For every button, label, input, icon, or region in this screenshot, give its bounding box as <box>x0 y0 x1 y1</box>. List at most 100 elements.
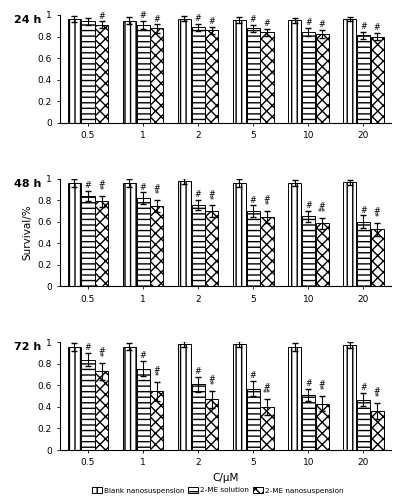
Text: #: # <box>208 16 215 26</box>
Bar <box>316 34 328 122</box>
Bar <box>357 36 370 122</box>
Bar <box>247 388 260 450</box>
Bar <box>288 20 301 122</box>
Bar <box>233 20 246 122</box>
Bar <box>371 36 384 122</box>
Text: *: * <box>375 212 379 222</box>
Legend: Blank nanosuspension, 2-ME solution, 2-ME nanosuspension: Blank nanosuspension, 2-ME solution, 2-M… <box>89 484 347 496</box>
Bar <box>343 20 356 122</box>
Text: #: # <box>140 182 146 192</box>
Text: #: # <box>85 181 91 190</box>
Text: #: # <box>264 195 270 204</box>
Text: *: * <box>265 201 269 210</box>
Bar <box>150 28 163 122</box>
Text: *: * <box>155 190 159 199</box>
Bar <box>81 196 95 286</box>
Bar <box>302 32 315 122</box>
Bar <box>316 404 328 450</box>
Bar <box>191 205 205 286</box>
Bar <box>247 28 260 122</box>
Bar <box>137 24 150 122</box>
Bar <box>123 183 136 286</box>
Text: *: * <box>100 353 104 362</box>
Bar <box>247 211 260 286</box>
Bar <box>357 400 370 450</box>
Text: #: # <box>360 22 367 31</box>
Bar <box>178 19 191 122</box>
Bar <box>150 392 163 450</box>
Text: #: # <box>195 190 202 199</box>
Bar <box>191 28 205 122</box>
Text: #: # <box>195 14 202 23</box>
Bar <box>191 384 205 450</box>
Text: #: # <box>195 366 202 376</box>
Text: *: * <box>100 186 104 195</box>
Bar <box>206 211 218 286</box>
Bar <box>233 344 246 450</box>
Bar <box>260 217 274 286</box>
Bar <box>288 346 301 450</box>
Text: 24 h: 24 h <box>14 15 42 25</box>
Text: #: # <box>250 15 257 24</box>
Text: #: # <box>374 24 380 32</box>
Text: *: * <box>375 394 379 402</box>
Bar <box>68 346 81 450</box>
Bar <box>233 183 246 286</box>
Text: #: # <box>154 14 160 24</box>
Bar <box>371 230 384 286</box>
Bar <box>95 24 108 122</box>
Text: #: # <box>98 12 105 20</box>
Text: *: * <box>155 372 159 381</box>
Text: **: ** <box>318 208 326 217</box>
Text: #: # <box>319 202 326 211</box>
Text: *: * <box>210 381 214 390</box>
Text: #: # <box>208 375 215 384</box>
Text: #: # <box>250 196 257 204</box>
Text: #: # <box>250 372 257 380</box>
Text: #: # <box>305 201 312 210</box>
Text: #: # <box>360 206 367 214</box>
Bar <box>150 206 163 286</box>
Text: #: # <box>264 19 270 28</box>
Text: #: # <box>374 388 380 396</box>
Text: #: # <box>374 207 380 216</box>
Text: 48 h: 48 h <box>14 178 42 188</box>
Text: #: # <box>140 10 146 20</box>
Bar <box>343 345 356 450</box>
Text: #: # <box>264 384 270 392</box>
Bar <box>288 183 301 286</box>
Text: #: # <box>305 379 312 388</box>
Text: *: * <box>210 196 214 204</box>
Bar <box>123 20 136 122</box>
Text: #: # <box>154 184 160 193</box>
Text: #: # <box>154 366 160 375</box>
Text: #: # <box>208 190 215 198</box>
Bar <box>206 30 218 122</box>
Bar <box>343 182 356 286</box>
Bar <box>302 395 315 450</box>
Bar <box>68 183 81 286</box>
X-axis label: C/μM: C/μM <box>212 473 239 483</box>
Bar <box>371 411 384 450</box>
Y-axis label: Survival/%: Survival/% <box>22 204 32 260</box>
Bar <box>178 182 191 286</box>
Bar <box>357 222 370 286</box>
Bar <box>95 202 108 286</box>
Text: #: # <box>140 351 146 360</box>
Bar <box>178 344 191 450</box>
Bar <box>302 216 315 286</box>
Bar <box>81 22 95 122</box>
Bar <box>260 407 274 450</box>
Text: 72 h: 72 h <box>14 342 42 352</box>
Text: *: * <box>320 386 324 395</box>
Text: #: # <box>98 347 105 356</box>
Bar <box>316 224 328 286</box>
Text: #: # <box>319 380 326 389</box>
Text: #: # <box>85 343 91 352</box>
Bar <box>137 198 150 286</box>
Text: #: # <box>360 383 367 392</box>
Bar <box>68 20 81 122</box>
Text: #: # <box>319 20 326 30</box>
Bar <box>95 372 108 450</box>
Bar <box>81 360 95 450</box>
